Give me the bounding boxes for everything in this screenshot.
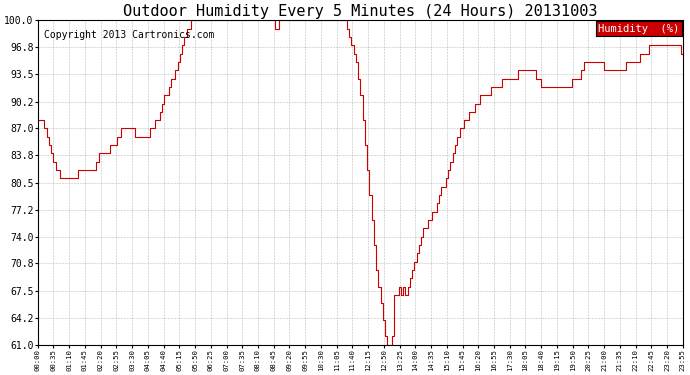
Title: Outdoor Humidity Every 5 Minutes (24 Hours) 20131003: Outdoor Humidity Every 5 Minutes (24 Hou… [123,4,598,19]
Text: Copyright 2013 Cartronics.com: Copyright 2013 Cartronics.com [44,30,215,40]
Text: Humidity  (%): Humidity (%) [598,24,680,34]
